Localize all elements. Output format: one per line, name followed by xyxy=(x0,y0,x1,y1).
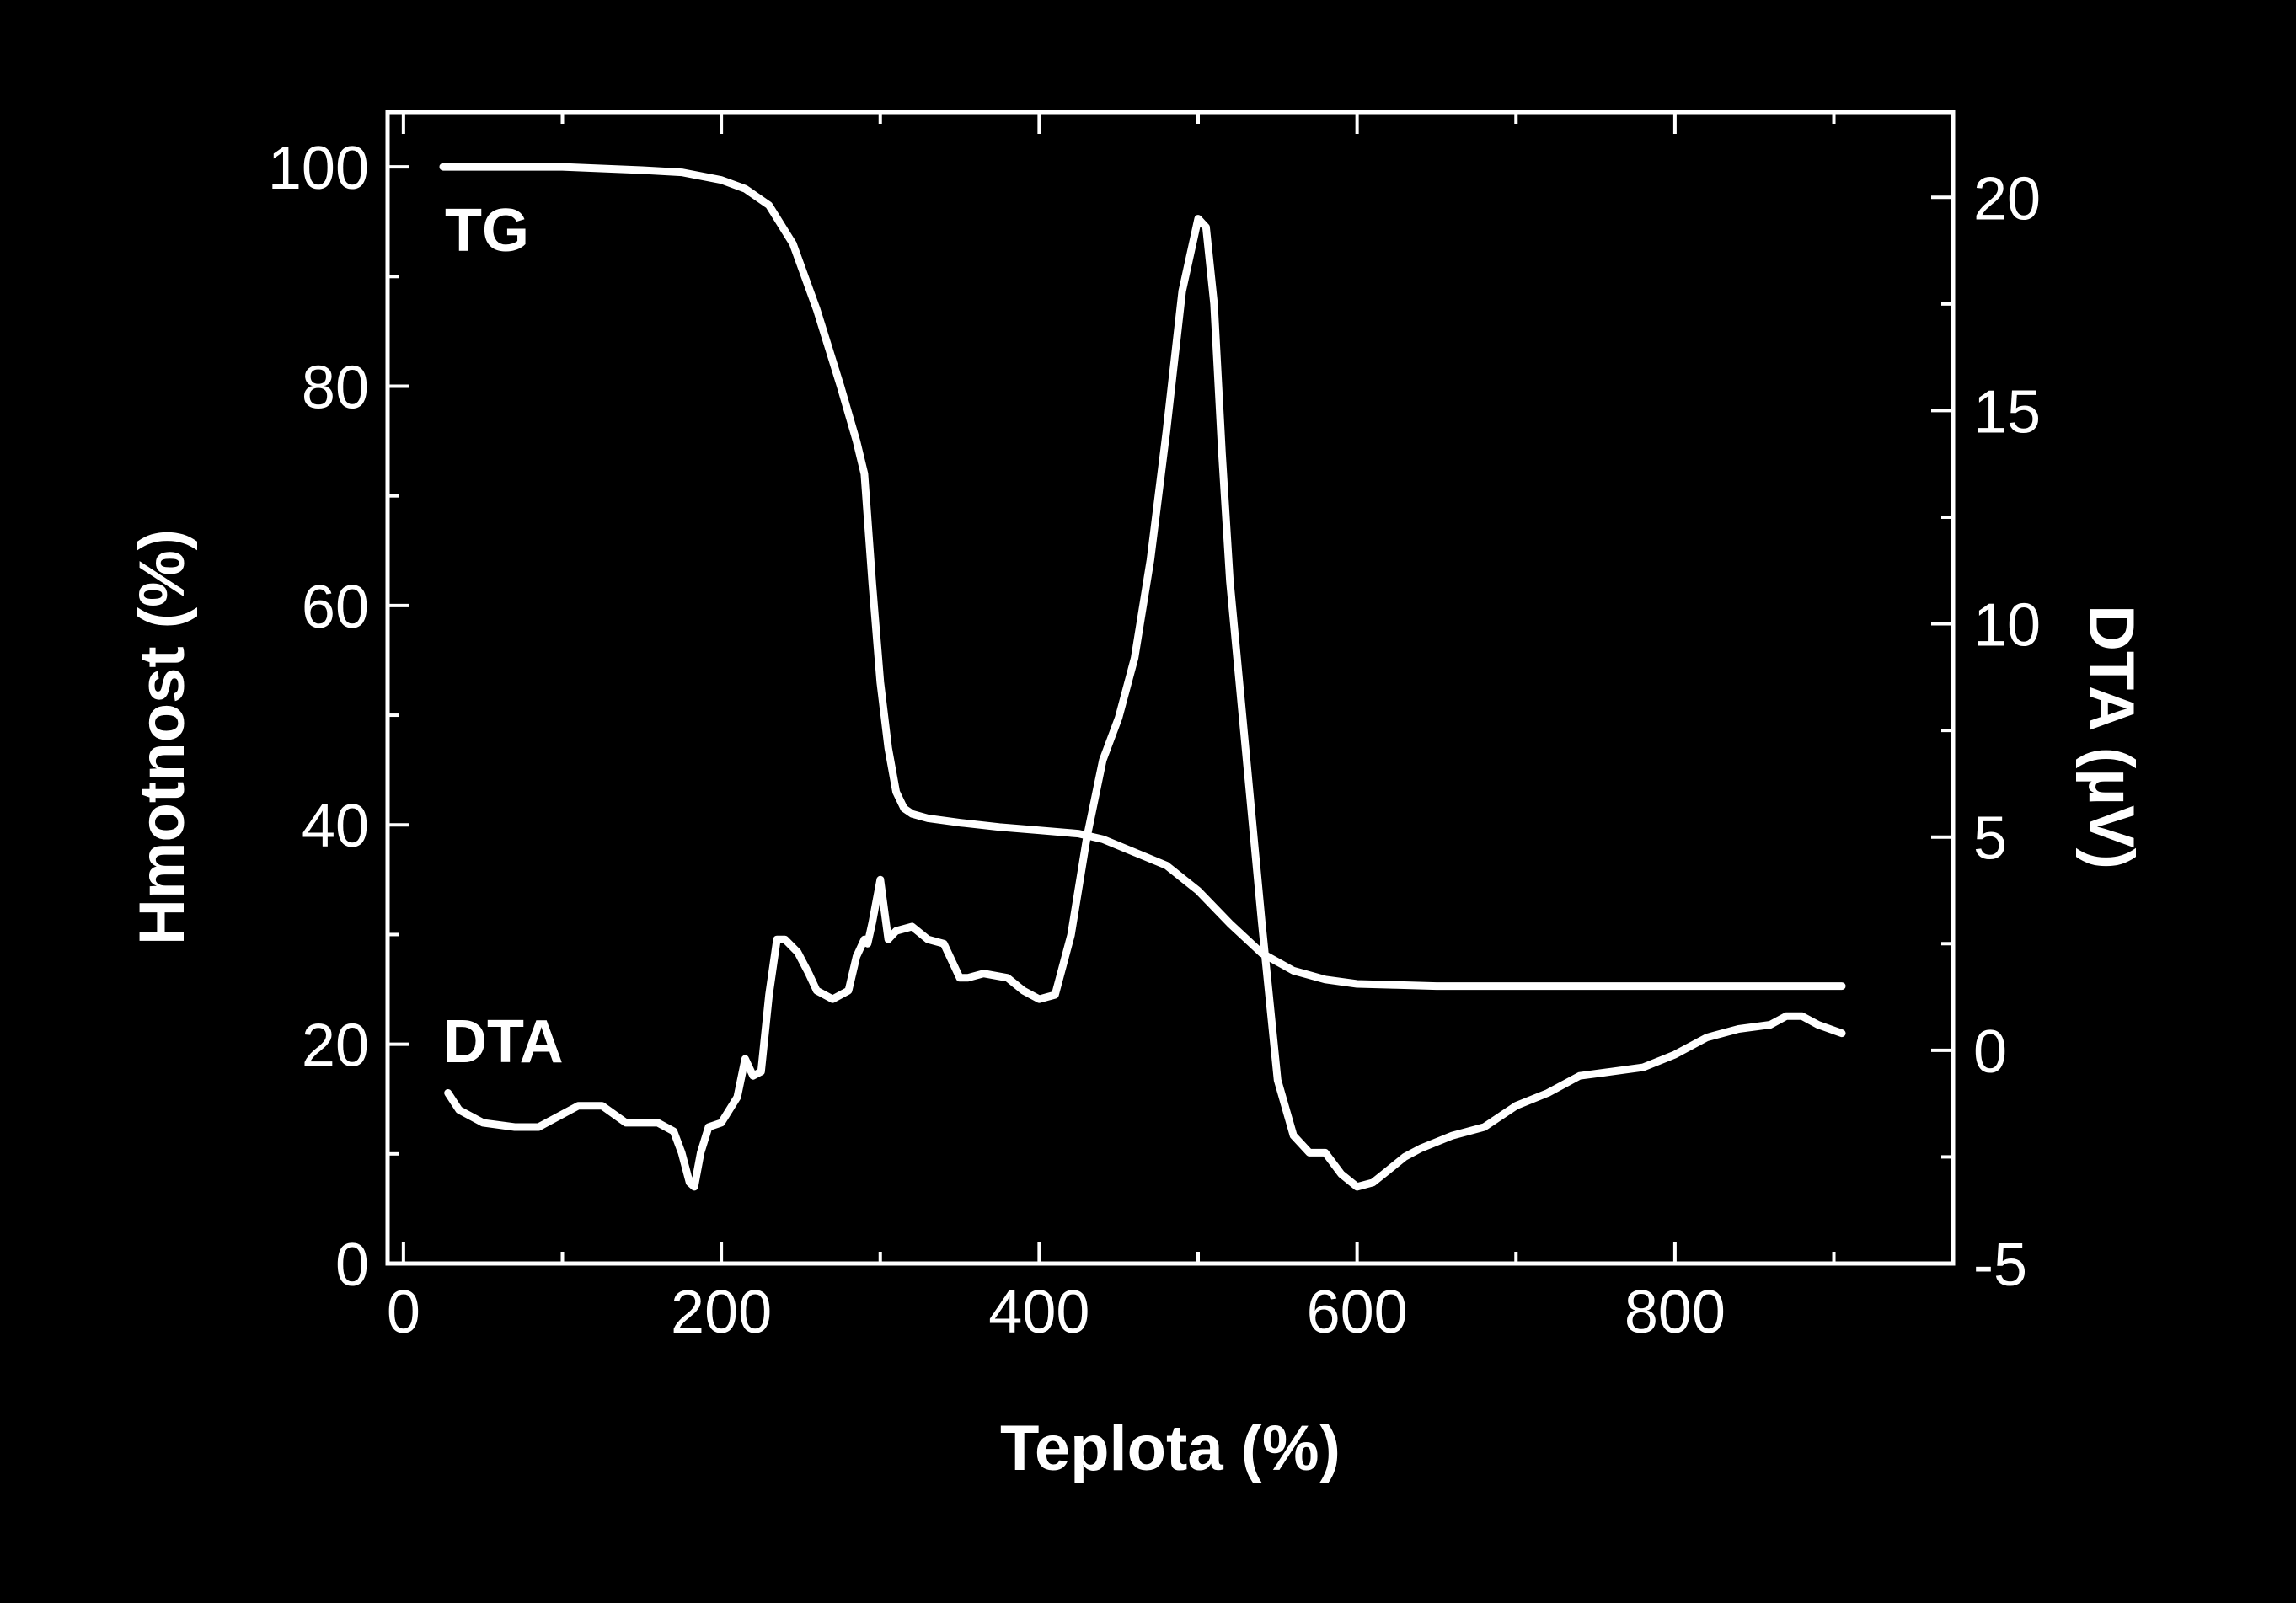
x-tick-label: 0 xyxy=(387,1279,420,1346)
x-tick-label: 200 xyxy=(671,1279,772,1346)
y-left-tick-label: 20 xyxy=(302,1013,369,1080)
tg-series-line xyxy=(439,163,1846,991)
dta-series-line xyxy=(444,215,1846,1191)
y-axis-right-title: DTA (µV) xyxy=(2075,605,2147,869)
y-right-tick-label: 20 xyxy=(1973,165,2041,232)
y-left-tick-label: 60 xyxy=(302,574,369,641)
y-right-tick-label: 15 xyxy=(1973,378,2041,446)
tick-labels-layer: 0 200 400 600 800 0 20 40 60 80 100 -5 0 5 10 15 20 xyxy=(268,135,2041,1346)
tg-series-label: TG xyxy=(445,197,529,264)
y-right-tick-label: 10 xyxy=(1973,592,2041,660)
dta-series-label: DTA xyxy=(443,1008,564,1076)
x-axis-title: Teplota (%) xyxy=(1000,1413,1341,1484)
y-left-tick-label: 100 xyxy=(268,135,369,202)
y-right-tick-label: 0 xyxy=(1973,1018,2007,1086)
series-layer xyxy=(439,163,1846,1191)
y-left-tick-label: 0 xyxy=(335,1232,369,1299)
x-tick-label: 400 xyxy=(988,1279,1089,1346)
x-tick-label: 600 xyxy=(1307,1279,1408,1346)
x-tick-label: 800 xyxy=(1624,1279,1726,1346)
y-left-tick-label: 40 xyxy=(302,793,369,860)
y-left-tick-label: 80 xyxy=(302,354,369,421)
ticks-layer xyxy=(388,112,1953,1265)
y-right-tick-label: 5 xyxy=(1973,805,2007,873)
y-axis-left-title: Hmotnost (%) xyxy=(126,529,198,945)
y-right-tick-label: -5 xyxy=(1973,1232,2027,1299)
plot-frame xyxy=(385,110,1956,1266)
